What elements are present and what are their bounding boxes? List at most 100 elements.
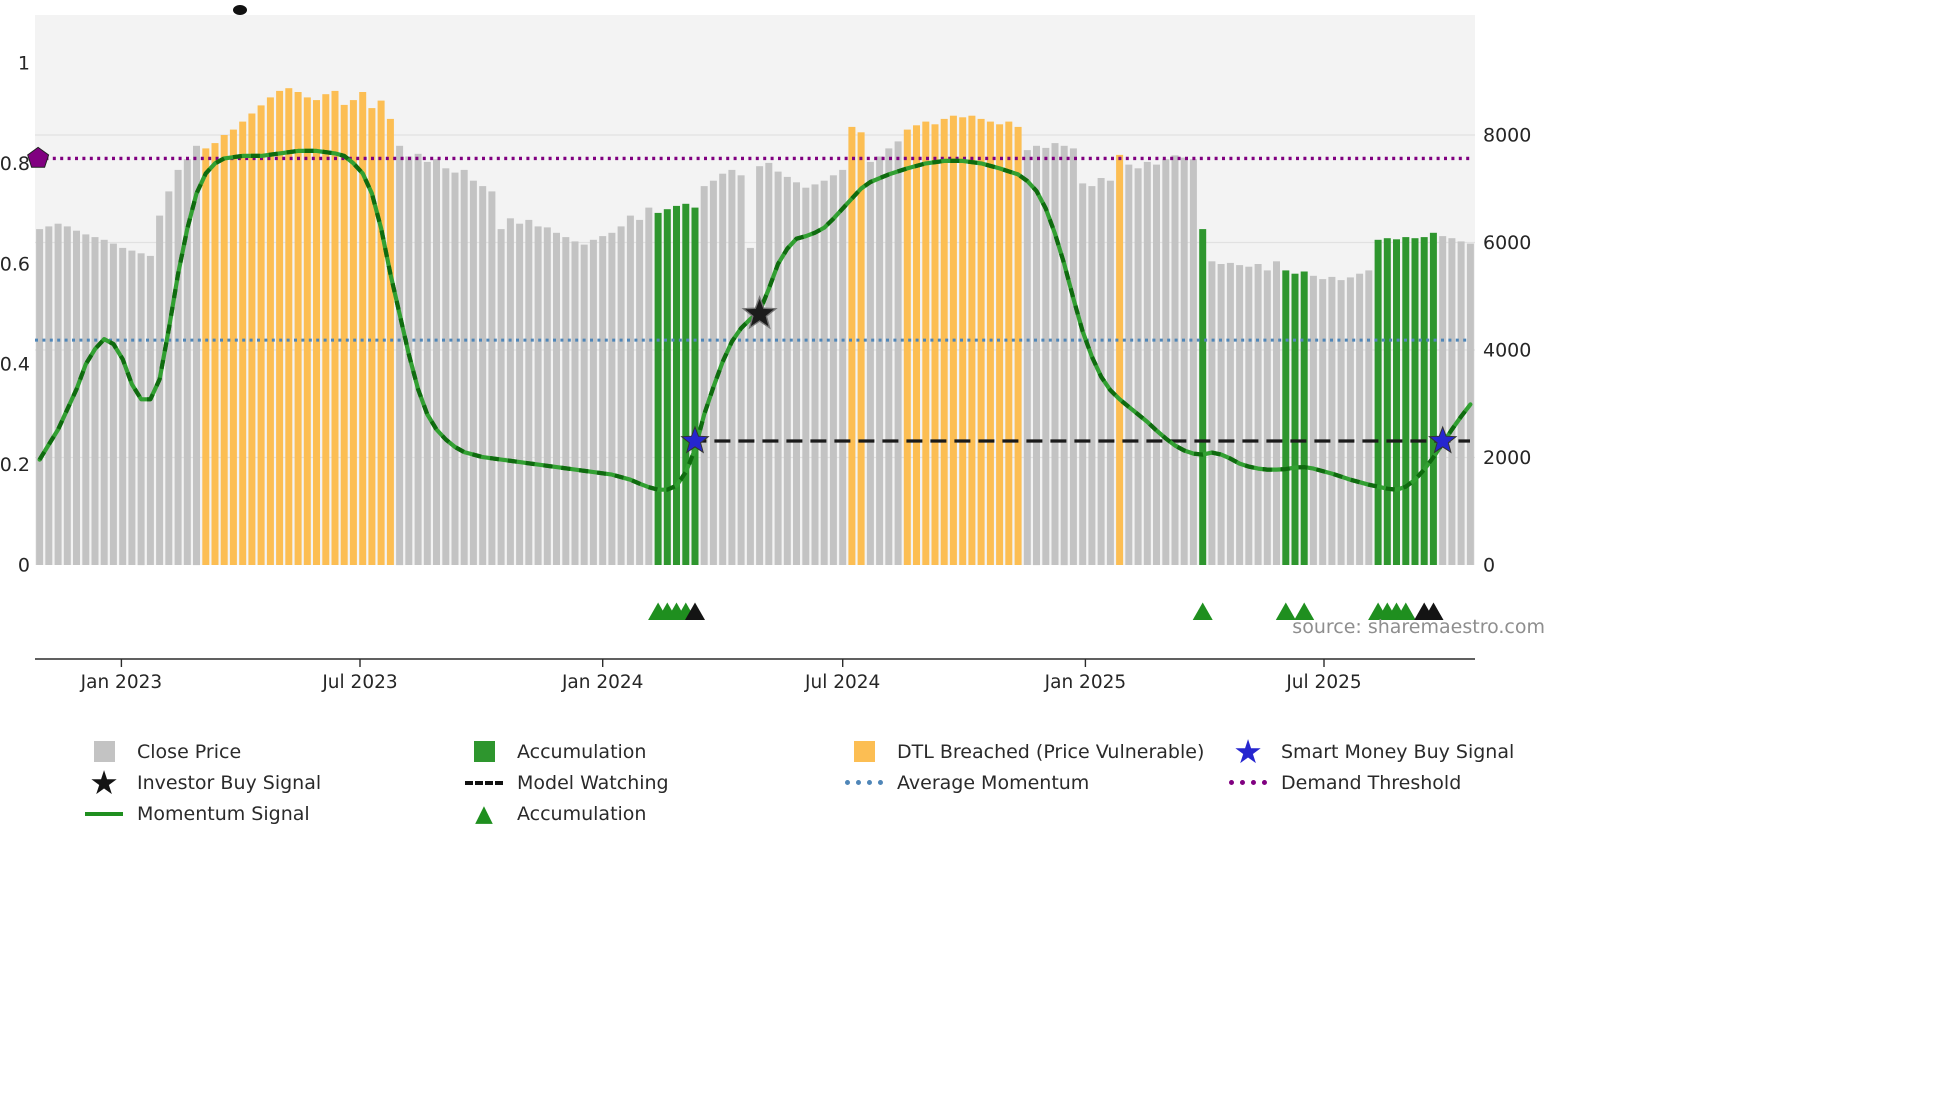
- price-bar-gray: [1097, 178, 1105, 565]
- price-bar-gray: [1162, 159, 1170, 565]
- legend-label: Model Watching: [517, 771, 669, 794]
- price-bar-gray: [728, 169, 736, 565]
- price-bar-gray: [516, 223, 524, 565]
- price-bar-gray: [599, 236, 607, 565]
- price-bar-orange: [229, 129, 237, 565]
- price-bar-gray: [1319, 279, 1327, 565]
- y-axis-right: 0 2000 4000 6000 8000: [1483, 125, 1531, 577]
- price-bar-gray: [737, 175, 745, 566]
- legend-label: Close Price: [137, 740, 242, 763]
- price-bar-gray: [156, 215, 164, 565]
- price-bar-gray: [193, 145, 200, 566]
- price-bar-orange: [903, 129, 911, 565]
- price-bar-gray: [183, 159, 191, 565]
- price-bar-gray: [1217, 264, 1225, 565]
- legend-label: Smart Money Buy Signal: [1281, 740, 1515, 763]
- price-bar-gray: [719, 173, 727, 565]
- price-bar-gray: [589, 239, 597, 566]
- price-bar-gray: [1439, 236, 1447, 565]
- price-bar-gray: [1189, 159, 1197, 565]
- price-bar-orange: [294, 92, 302, 565]
- price-bar-gray: [839, 169, 847, 565]
- price-bar-orange: [211, 143, 219, 565]
- y-axis-right-tick-label: 0: [1483, 555, 1495, 577]
- price-bar-gray: [756, 166, 764, 565]
- y-axis-right-tick-label: 4000: [1483, 340, 1531, 362]
- price-bar-gray: [54, 223, 62, 565]
- price-bar-orange: [331, 90, 339, 566]
- legend-label: Demand Threshold: [1281, 771, 1462, 794]
- price-bar-gray: [423, 161, 431, 565]
- legend-item-close-price: Close Price: [84, 741, 464, 763]
- green-line-icon: [84, 811, 124, 816]
- price-bar-gray: [1143, 161, 1151, 565]
- stray-mark: [233, 5, 247, 15]
- price-bar-gray: [109, 243, 117, 565]
- demand-threshold-start-pentagon-icon: [27, 146, 50, 168]
- legend-label: Momentum Signal: [137, 802, 310, 825]
- green-triangle-icon: ▲: [475, 800, 493, 827]
- price-bar-green: [673, 205, 680, 565]
- y-axis-left-tick-label: 0.4: [0, 354, 30, 376]
- accumulation-triangle-icon: [1275, 602, 1296, 620]
- price-bar-gray: [91, 237, 99, 565]
- price-bar-gray: [146, 255, 154, 565]
- price-bar-gray: [1171, 155, 1179, 565]
- price-bar-orange: [322, 94, 330, 565]
- price-bar-orange: [303, 97, 311, 566]
- legend-label: Accumulation: [517, 802, 647, 825]
- y-axis-left-tick-label: 0.2: [0, 454, 30, 476]
- price-bar-green: [1374, 239, 1382, 566]
- smart-money-star-icon: [1428, 425, 1458, 454]
- price-bar-orange: [340, 104, 348, 566]
- price-bar-gray: [479, 186, 487, 565]
- price-bar-gray: [1060, 145, 1068, 566]
- price-bar-gray: [525, 219, 533, 565]
- price-bar-gray: [746, 247, 754, 565]
- price-bar-gray: [820, 180, 828, 565]
- price-bar-gray: [488, 191, 496, 565]
- price-bar-gray: [1180, 157, 1188, 565]
- price-bar-gray: [414, 153, 422, 566]
- price-bar-orange: [931, 124, 939, 566]
- black-star-icon: ★: [89, 762, 119, 802]
- price-bar-gray: [1448, 238, 1456, 565]
- smart-money-star-icon: [680, 425, 710, 454]
- price-bar-gray: [1153, 164, 1160, 565]
- price-bar-green: [1402, 237, 1410, 565]
- price-bar-green: [1411, 238, 1419, 565]
- price-bar-orange: [1014, 126, 1022, 566]
- y-axis-left-tick-label: 0.6: [0, 253, 30, 275]
- price-bar-orange: [968, 115, 976, 565]
- price-bar-gray: [1023, 150, 1031, 565]
- y-axis-left-tick-label: 0.8: [0, 153, 30, 175]
- price-bar-gray: [1033, 145, 1040, 566]
- price-bar-orange: [1116, 154, 1124, 565]
- chart-legend: Close Price Accumulation DTL Breached (P…: [84, 735, 1588, 829]
- price-bar-orange: [359, 92, 367, 565]
- gridlines: [35, 134, 1475, 459]
- price-bar-gray: [1226, 262, 1234, 565]
- price-bar-gray: [894, 141, 902, 565]
- price-bar-gray: [700, 186, 708, 565]
- legend-item-momentum-signal: Momentum Signal: [84, 803, 464, 825]
- price-bar-gray: [571, 241, 579, 565]
- accumulation-triangle-icon: [1294, 602, 1315, 620]
- price-bar-gray: [811, 184, 819, 565]
- price-bar-gray: [1356, 273, 1364, 565]
- legend-item-accumulation-bar: Accumulation: [464, 741, 844, 763]
- x-axis-tick-label: Jul 2023: [321, 672, 397, 693]
- price-bar-gray: [1309, 275, 1317, 565]
- legend-item-investor-buy: ★ Investor Buy Signal: [84, 762, 464, 802]
- price-bar-gray: [553, 232, 560, 566]
- x-axis-tick-label: Jan 2024: [561, 672, 643, 693]
- purple-dotted-line-icon: [1228, 780, 1268, 785]
- momentum-line-dash-overlay: [37, 148, 1473, 492]
- price-bar-gray: [100, 239, 108, 566]
- price-bar-gray: [1457, 241, 1465, 565]
- price-bar-gray: [73, 230, 80, 565]
- price-bar-gray: [451, 172, 459, 565]
- price-bar-gray: [137, 253, 145, 566]
- price-bar-gray: [709, 180, 717, 565]
